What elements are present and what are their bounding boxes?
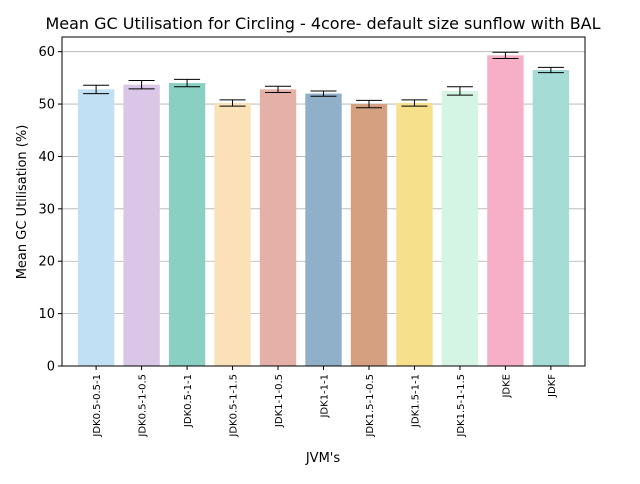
y-tick-label: 20 xyxy=(38,255,55,270)
bar xyxy=(168,83,206,366)
x-tick-label: JDK0.5-1-1.5 xyxy=(229,374,240,438)
x-tick-label: JDKE xyxy=(501,374,512,399)
bar xyxy=(77,89,115,366)
y-tick-label: 50 xyxy=(38,98,55,113)
error-bars xyxy=(83,51,564,109)
x-axis-label: JVM's xyxy=(305,451,341,466)
x-tick-label: JDK1.5-1-1 xyxy=(410,374,421,428)
bar xyxy=(123,84,160,366)
bar xyxy=(396,103,433,366)
y-tick-label: 30 xyxy=(38,202,55,217)
x-tick-label: JDKF xyxy=(547,374,558,398)
bar xyxy=(350,104,388,367)
y-tick-label: 10 xyxy=(38,307,55,322)
bar xyxy=(532,70,570,367)
y-axis-ticks: 0 10 20 30 40 50 60 xyxy=(38,45,62,375)
x-tick-label: JDK1-1-1 xyxy=(320,374,331,419)
bar xyxy=(487,55,524,366)
x-tick-label: JDK0.5-1-0.5 xyxy=(138,374,149,438)
x-axis-ticks: JDK0.5-0.5-1 JDK0.5-1-0.5 JDK0.5-1-1 JDK0.5… xyxy=(92,366,558,438)
bars xyxy=(77,55,570,367)
y-tick-label: 0 xyxy=(47,360,55,375)
x-tick-label: JDK1.5-1-1.5 xyxy=(456,374,467,438)
bar xyxy=(441,90,479,366)
x-tick-label: JDK0.5-0.5-1 xyxy=(92,374,103,438)
bar xyxy=(259,89,297,366)
y-tick-label: 40 xyxy=(38,150,55,165)
x-tick-label: JDK1.5-1-0.5 xyxy=(365,374,376,438)
y-tick-label: 60 xyxy=(38,45,55,60)
x-tick-label: JDK1-1-0.5 xyxy=(274,374,285,428)
x-tick-label: JDK0.5-1-1 xyxy=(183,374,194,428)
bar xyxy=(305,93,342,366)
chart-title: Mean GC Utilisation for Circling - 4core… xyxy=(45,14,600,33)
y-axis-label: Mean GC Utilisation (%) xyxy=(15,125,30,280)
bar xyxy=(214,103,251,366)
